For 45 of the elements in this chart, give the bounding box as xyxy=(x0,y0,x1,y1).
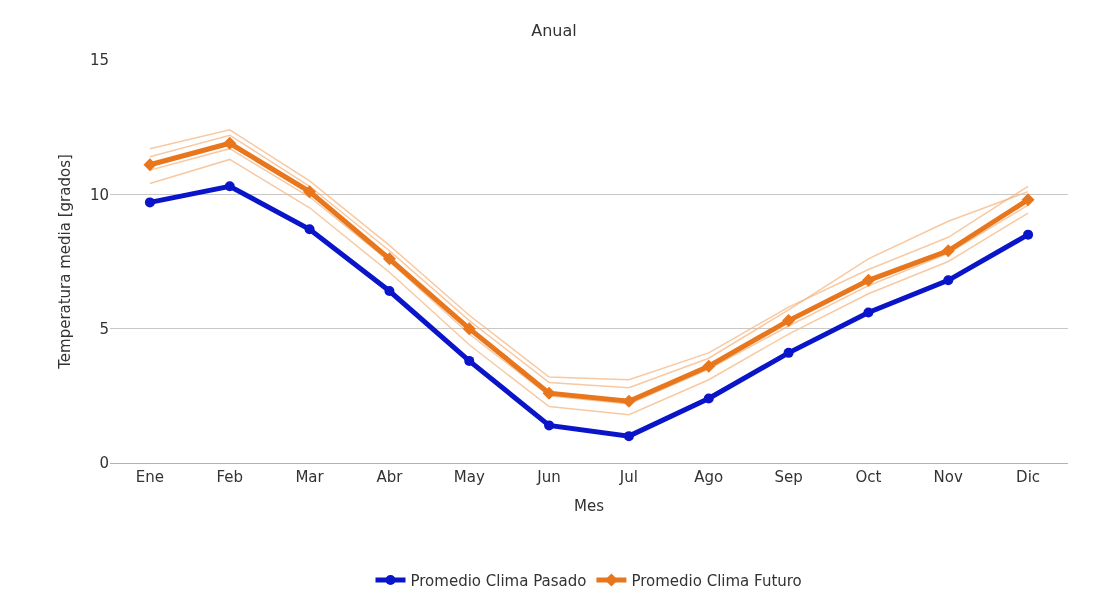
legend-label: Promedio Clima Pasado xyxy=(410,571,587,590)
x-axis-title: Mes xyxy=(574,497,605,515)
point xyxy=(143,158,157,172)
point xyxy=(382,252,396,266)
x-tick-label: Nov xyxy=(933,468,964,486)
x-tick-label: Jun xyxy=(536,468,561,486)
point xyxy=(462,322,476,336)
point xyxy=(702,359,716,373)
point xyxy=(943,275,954,286)
point xyxy=(464,355,475,366)
point xyxy=(542,386,556,400)
point xyxy=(144,197,155,208)
point xyxy=(782,314,796,328)
point xyxy=(623,431,634,442)
x-tick-label: May xyxy=(453,468,485,486)
y-tick-label: 10 xyxy=(89,185,109,204)
point xyxy=(224,181,235,192)
point xyxy=(223,136,237,150)
point xyxy=(1023,229,1034,240)
x-tick-label: Feb xyxy=(216,468,244,486)
legend-label: Promedio Clima Futuro xyxy=(631,571,802,590)
point xyxy=(622,394,636,408)
x-tick-label: Ago xyxy=(694,468,724,486)
y-tick-label: 15 xyxy=(89,51,109,70)
point xyxy=(703,393,714,404)
point xyxy=(384,286,395,297)
point xyxy=(303,185,317,199)
x-tick-label: Sep xyxy=(774,468,803,486)
point xyxy=(304,224,315,235)
x-tick-label: Ene xyxy=(135,468,165,486)
point xyxy=(941,244,955,258)
x-tick-label: Mar xyxy=(295,468,325,486)
point xyxy=(861,273,875,287)
point xyxy=(544,420,555,431)
x-tick-label: Abr xyxy=(376,468,404,486)
x-tick-label: Jul xyxy=(618,468,638,486)
y-tick-label: 5 xyxy=(99,319,109,338)
point xyxy=(1021,193,1035,207)
chart-title: Anual xyxy=(531,20,577,40)
point xyxy=(863,307,874,318)
x-tick-label: Dic xyxy=(1016,468,1041,486)
x-tick-label: Oct xyxy=(855,468,882,486)
y-tick-label: 0 xyxy=(99,454,109,473)
y-axis-title: Temperatura media [grados] xyxy=(56,154,75,370)
point xyxy=(783,347,794,358)
